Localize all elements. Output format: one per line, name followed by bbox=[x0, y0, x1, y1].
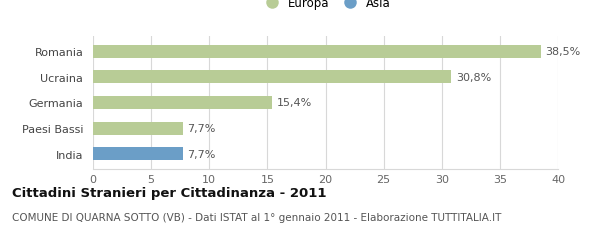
Text: 7,7%: 7,7% bbox=[187, 149, 215, 159]
Text: 7,7%: 7,7% bbox=[187, 124, 215, 134]
Text: COMUNE DI QUARNA SOTTO (VB) - Dati ISTAT al 1° gennaio 2011 - Elaborazione TUTTI: COMUNE DI QUARNA SOTTO (VB) - Dati ISTAT… bbox=[12, 212, 502, 222]
Bar bbox=[93, 122, 182, 135]
Text: 30,8%: 30,8% bbox=[456, 73, 491, 82]
Bar bbox=[93, 148, 182, 161]
Text: 38,5%: 38,5% bbox=[545, 47, 580, 57]
Bar bbox=[93, 97, 272, 109]
Legend: Europa, Asia: Europa, Asia bbox=[256, 0, 395, 14]
Text: 15,4%: 15,4% bbox=[277, 98, 312, 108]
Bar bbox=[93, 46, 541, 58]
Text: Cittadini Stranieri per Cittadinanza - 2011: Cittadini Stranieri per Cittadinanza - 2… bbox=[12, 186, 326, 199]
Bar bbox=[93, 71, 451, 84]
